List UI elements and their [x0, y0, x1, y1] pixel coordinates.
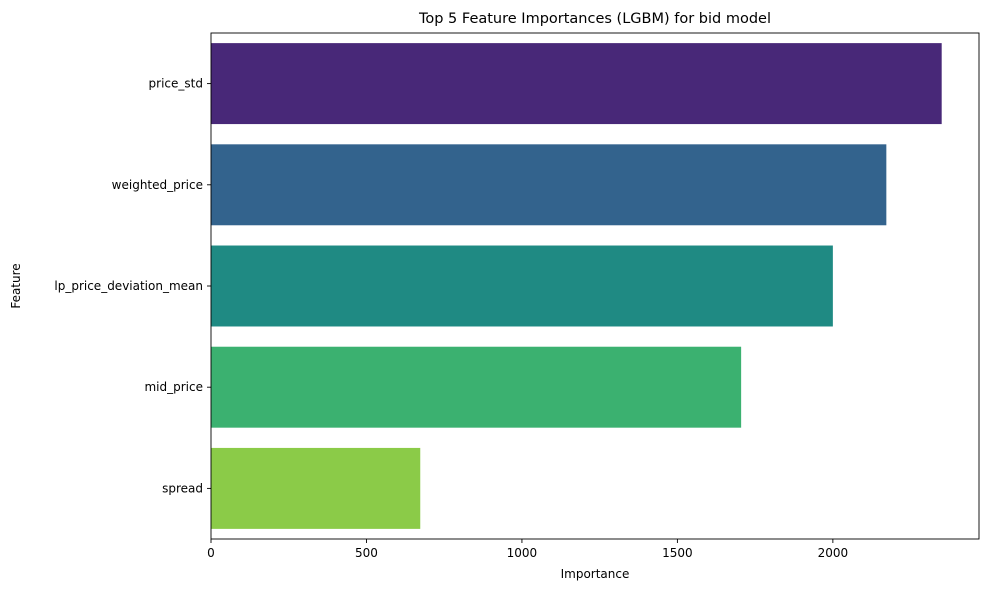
x-tick-label: 500 — [355, 546, 378, 560]
x-tick-label: 1500 — [662, 546, 693, 560]
y-tick-label: spread — [162, 481, 203, 495]
x-tick-label: 1000 — [507, 546, 538, 560]
y-axis-ticks: price_std weighted_price lp_price_deviatio… — [54, 77, 211, 495]
x-axis-label: Importance — [561, 567, 630, 581]
y-tick-label: weighted_price — [112, 178, 203, 192]
bar-weighted-price — [211, 144, 887, 226]
bar-mid-price — [211, 346, 742, 428]
bar-lp-price-deviation-mean — [211, 245, 833, 327]
x-tick-label: 2000 — [818, 546, 849, 560]
y-tick-label: mid_price — [144, 380, 203, 394]
bar-price-std — [211, 43, 942, 125]
y-tick-label: price_std — [149, 77, 203, 91]
y-tick-label: lp_price_deviation_mean — [54, 279, 203, 293]
plot-frame — [210, 32, 980, 540]
chart-title: Top 5 Feature Importances (LGBM) for bid… — [418, 11, 771, 27]
y-axis-label: Feature — [9, 263, 23, 308]
bars-group — [211, 43, 942, 529]
x-tick-label: 0 — [207, 546, 215, 560]
x-axis-ticks: 0 500 1000 1500 2000 — [207, 539, 848, 560]
bar-spread — [211, 447, 421, 529]
